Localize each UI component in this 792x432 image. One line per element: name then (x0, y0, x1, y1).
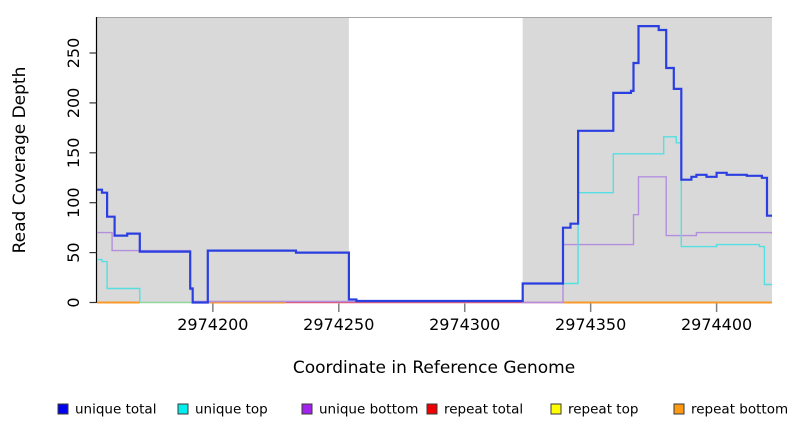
legend-label-repeat-total: repeat total (444, 402, 523, 418)
series-line-unique-top (522, 136, 772, 286)
axes (89, 17, 718, 312)
y-tick-label: 200 (64, 88, 83, 119)
legend-swatch-unique-total (57, 403, 69, 415)
x-tick-label: 2974250 (303, 315, 374, 334)
shaded-regions (97, 17, 772, 303)
y-tick-label: 100 (64, 187, 83, 218)
y-tick-label: 150 (64, 138, 83, 169)
y-tick-label: 250 (64, 38, 83, 69)
x-tick-label: 2974200 (177, 315, 248, 334)
legend-label-repeat-top: repeat top (568, 402, 638, 418)
legend-swatch-repeat-total (426, 403, 438, 415)
legend-swatch-unique-top (177, 403, 189, 415)
y-tick-label: 0 (64, 297, 83, 307)
chart-legend: unique total unique top unique bottom repea… (57, 402, 788, 418)
right-gray-region (522, 17, 772, 303)
legend-swatch-repeat-top (550, 403, 562, 415)
x-tick-label: 2974300 (429, 315, 500, 334)
legend-label-repeat-bottom: repeat bottom (691, 402, 788, 418)
legend-label-unique-top: unique top (195, 402, 268, 418)
legend-label-unique-total: unique total (75, 402, 156, 418)
series-line-unique-top (97, 258, 141, 303)
left-gray-region (97, 17, 349, 303)
series-lines (97, 25, 772, 304)
x-tick-label: 2974350 (555, 315, 626, 334)
legend-label-unique-bottom: unique bottom (319, 402, 418, 418)
x-tick-label: 2974400 (681, 315, 752, 334)
x-axis-title: Coordinate in Reference Genome (293, 358, 575, 378)
y-axis-title: Read Coverage Depth (10, 67, 30, 254)
y-tick-label: 50 (64, 242, 83, 262)
legend-swatch-unique-bottom (301, 403, 313, 415)
legend-swatch-repeat-bottom (673, 403, 685, 415)
tick-labels: 0 50 100 150 200 250 2974200 2974250 2974300 2974… (64, 38, 752, 334)
series-line-unique-total (97, 25, 772, 304)
